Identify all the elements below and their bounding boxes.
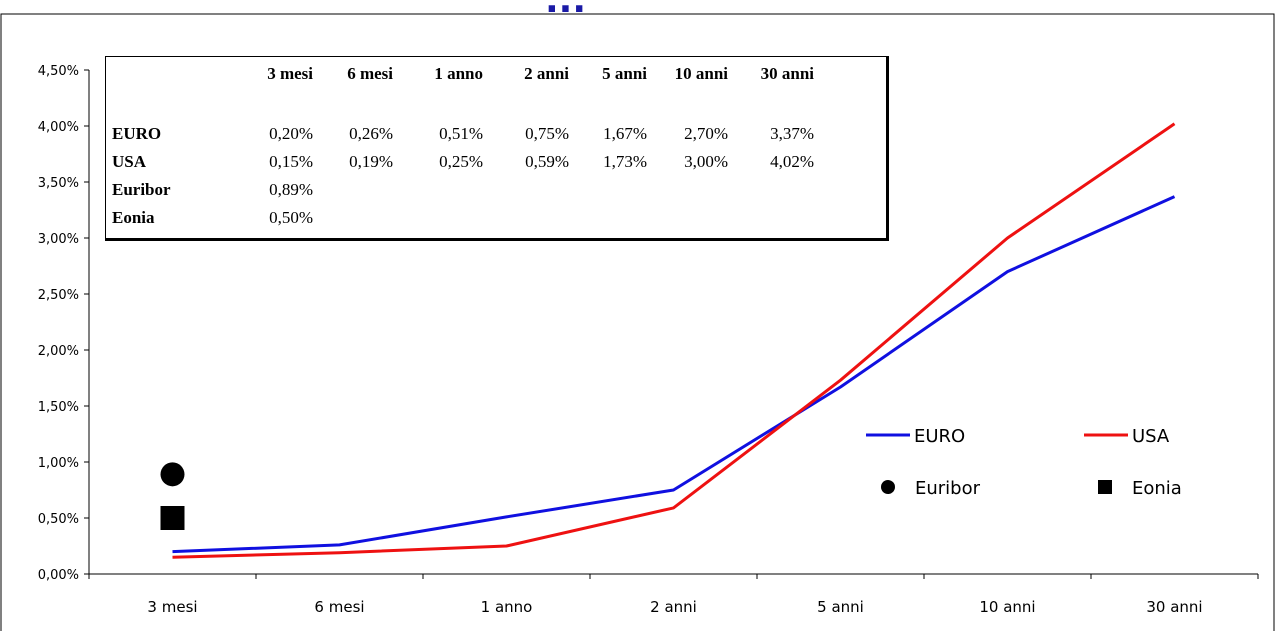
point-euribor (160, 462, 185, 487)
legend-usa-label: USA (1132, 426, 1170, 447)
x-tick-label: 10 anni (979, 598, 1035, 616)
legend-euribor-label: Euribor (915, 478, 981, 499)
table-row-label: USA (112, 152, 147, 171)
table-cell: 0,51% (439, 124, 483, 143)
x-tick-label: 2 anni (650, 598, 697, 616)
table-cell: 0,26% (349, 124, 393, 143)
table-header-cell: 10 anni (674, 64, 728, 83)
table-cell: 3,37% (770, 124, 814, 143)
point-markers (160, 462, 185, 530)
series-line-euro (172, 195, 1176, 554)
x-tick-label: 5 anni (817, 598, 864, 616)
x-tick-label: 30 anni (1146, 598, 1202, 616)
table-cell: 0,89% (269, 180, 313, 199)
chart-title: ... (545, 0, 586, 21)
table-row: Euribor 0,89% (106, 179, 886, 201)
table-header-row: 3 mesi 6 mesi 1 anno 2 anni 5 anni 10 anni 30 … (106, 63, 886, 85)
y-tick-label: 1,50% (38, 400, 79, 415)
table-row-label: EURO (112, 124, 162, 143)
table-cell: 3,00% (684, 152, 728, 171)
table-row: Eonia 0,50% (106, 207, 886, 229)
y-tick-label: 0,50% (38, 512, 79, 527)
legend-euro-label: EURO (914, 426, 965, 447)
x-tick-label: 1 anno (481, 598, 533, 616)
table-cell: 0,50% (269, 208, 313, 227)
table-row: USA 0,15% 0,19% 0,25% 0,59% 1,73% 3,00% 4,02% (106, 151, 886, 173)
y-tick-label: 2,50% (38, 288, 79, 303)
table-header-cell: 30 anni (760, 64, 814, 83)
x-tick-label: 3 mesi (147, 598, 197, 616)
table-header-cell: 3 mesi (267, 64, 313, 83)
y-tick-label: 3,00% (38, 232, 79, 247)
legend-eonia-marker (1098, 480, 1112, 494)
point-eonia (160, 506, 185, 530)
legend: EURO USA Euribor Eonia (866, 426, 1182, 499)
table-cell: 0,20% (269, 124, 313, 143)
y-axis-ticks: 0,00% 0,50% 1,00% 1,50% 2,00% 2,50% 3,00% 3,50%… (38, 64, 89, 583)
series-line-usa (172, 122, 1176, 559)
table-cell: 4,02% (770, 152, 814, 171)
table-row: EURO 0,20% 0,26% 0,51% 0,75% 1,67% 2,70% 3,37% (106, 123, 886, 145)
series-lines (172, 122, 1176, 559)
table-header-cell: 2 anni (524, 64, 569, 83)
chart-border (0, 13, 1275, 631)
x-axis-ticks: 3 mesi 6 mesi 1 anno 2 anni 5 anni 10 anni 30 … (88, 574, 1259, 616)
table-header-cell: 1 anno (434, 64, 483, 83)
y-tick-label: 2,00% (38, 344, 79, 359)
table-row-label: Eonia (112, 208, 155, 227)
x-tick-label: 6 mesi (314, 598, 364, 616)
y-tick-label: 3,50% (38, 176, 79, 191)
table-cell: 0,59% (525, 152, 569, 171)
table-cell: 0,19% (349, 152, 393, 171)
legend-euribor-marker (881, 480, 895, 494)
table-cell: 1,67% (603, 124, 647, 143)
table-cell: 0,75% (525, 124, 569, 143)
table-header-cell: 5 anni (602, 64, 647, 83)
y-tick-label: 0,00% (38, 568, 79, 583)
y-tick-label: 4,50% (38, 64, 79, 79)
table-cell: 2,70% (684, 124, 728, 143)
y-tick-label: 4,00% (38, 120, 79, 135)
table-cell: 1,73% (603, 152, 647, 171)
table-row-label: Euribor (112, 180, 171, 199)
y-tick-label: 1,00% (38, 456, 79, 471)
data-table: 3 mesi 6 mesi 1 anno 2 anni 5 anni 10 anni 30 … (105, 56, 889, 241)
table-header-cell: 6 mesi (347, 64, 393, 83)
table-cell: 0,25% (439, 152, 483, 171)
legend-eonia-label: Eonia (1132, 478, 1182, 499)
table-cell: 0,15% (269, 152, 313, 171)
